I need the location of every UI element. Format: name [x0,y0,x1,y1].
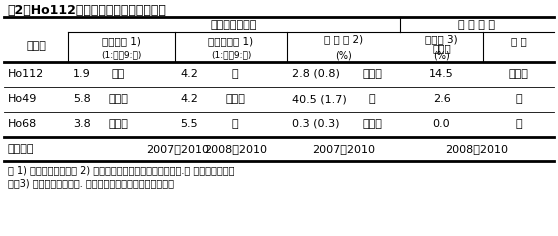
Text: やや強: やや強 [108,119,128,129]
Text: やや強: やや強 [508,69,528,79]
Text: 3) 転びと折損の合計. 発生がみられた延べ３試験の平均: 3) 転びと折損の合計. 発生がみられた延べ３試験の平均 [8,178,174,188]
Text: 2008－2010: 2008－2010 [445,144,508,154]
Text: 極強: 極強 [112,69,124,79]
Text: 中: 中 [232,69,238,79]
Text: 調査年次: 調査年次 [8,144,35,154]
Text: 個体率: 個体率 [432,43,451,53]
Text: 強: 強 [515,94,522,104]
Text: (%): (%) [335,50,352,60]
Text: 4.2: 4.2 [180,94,198,104]
Text: 耐 倒 伏 性: 耐 倒 伏 性 [459,20,496,30]
Text: (1:無～9:甚): (1:無～9:甚) [211,50,251,59]
Text: すす紋病 1): すす紋病 1) [102,36,141,46]
Text: 評 価: 評 価 [511,36,526,46]
Text: 黒 穂 病 2): 黒 穂 病 2) [324,34,363,44]
Text: 弱: 弱 [369,94,376,104]
Text: 2007－2010: 2007－2010 [312,144,375,154]
Text: 耐　　病　　性: 耐 病 性 [211,20,257,30]
Text: やや弱: やや弱 [362,69,382,79]
Text: 注 1) 接種検定による　 2) 自然発病による延べ８試験の平均.（ ）内は雌穂罹病: 注 1) 接種検定による 2) 自然発病による延べ８試験の平均.（ ）内は雌穂罹… [8,165,234,175]
Text: 5.8: 5.8 [73,94,91,104]
Text: 2.8 (0.8): 2.8 (0.8) [292,69,340,79]
Text: Ho68: Ho68 [8,119,37,129]
Text: 4.2: 4.2 [180,69,198,79]
Text: やや強: やや強 [108,94,128,104]
Text: 2.6: 2.6 [432,94,450,104]
Text: 14.5: 14.5 [429,69,454,79]
Text: 2007－2010: 2007－2010 [146,144,209,154]
Text: 3.8: 3.8 [73,119,91,129]
Text: ごま葉枯病 1): ごま葉枯病 1) [209,36,253,46]
Text: (1:無～9:甚): (1:無～9:甚) [102,50,142,59]
Text: Ho49: Ho49 [8,94,37,104]
Text: やや弱: やや弱 [362,119,382,129]
Text: 0.3 (0.3): 0.3 (0.3) [292,119,339,129]
Text: 強: 強 [515,119,522,129]
Text: 2008－2010: 2008－2010 [204,144,267,154]
Text: 5.5: 5.5 [180,119,198,129]
Text: やや強: やや強 [225,94,245,104]
Text: 系統名: 系統名 [26,41,46,51]
Text: 0.0: 0.0 [432,119,450,129]
Text: 弱: 弱 [232,119,238,129]
Text: 1.9: 1.9 [73,69,91,79]
Text: 倒　伏 3): 倒 伏 3) [425,34,458,44]
Text: Ho112: Ho112 [8,69,44,79]
Text: 表2「Ho112」の耐病性および耐倒伏性: 表2「Ho112」の耐病性および耐倒伏性 [7,4,166,17]
Text: (%): (%) [433,50,450,60]
Text: 40.5 (1.7): 40.5 (1.7) [292,94,347,104]
